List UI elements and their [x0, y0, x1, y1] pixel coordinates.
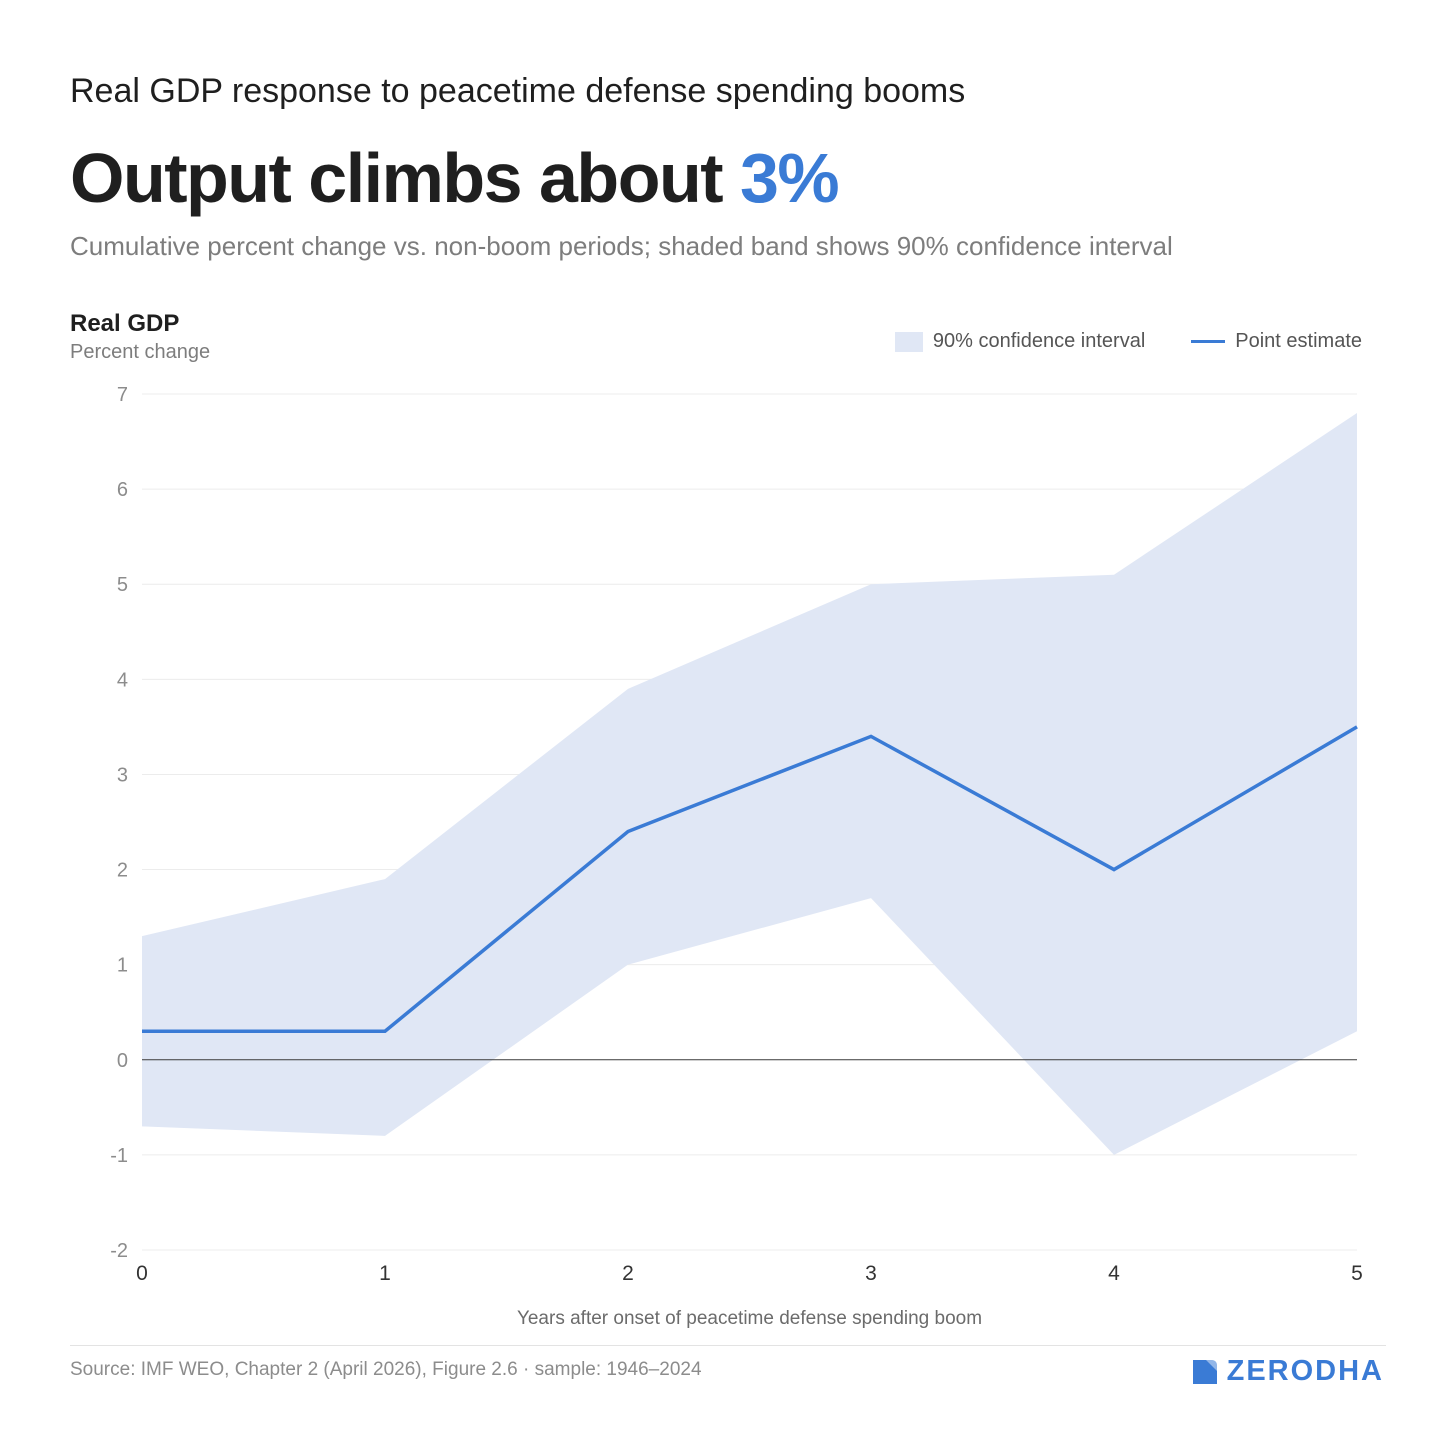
y-tick-label: 6: [117, 479, 128, 501]
y-axis-unit: Percent change: [70, 341, 211, 363]
y-tick-label: 1: [117, 955, 128, 977]
chart-kicker: Real GDP response to peacetime defense s…: [70, 72, 966, 110]
brand-logo: ZERODHA: [1192, 1355, 1384, 1388]
legend-band-label: 90% confidence interval: [932, 330, 1146, 352]
brand-name: ZERODHA: [1226, 1355, 1384, 1387]
zerodha-logo-icon: [1192, 1359, 1217, 1384]
line-chart: 7 6 5 4 3 2 1 0 -1 -2 0 1 2 3 4 5: [110, 384, 1363, 1285]
series-line-point-estimate: [142, 725, 1358, 1033]
y-tick-label: -2: [110, 1240, 128, 1262]
legend-band-swatch: [894, 331, 923, 352]
x-axis-label: Years after onset of peacetime defense s…: [516, 1308, 983, 1329]
y-tick-label: 3: [117, 764, 128, 786]
headline-accent: 3%: [739, 139, 840, 217]
chart-subtitle: Cumulative percent change vs. non-boom p…: [70, 231, 1173, 261]
legend-line-swatch: [1191, 340, 1226, 343]
chart-legend: 90% confidence interval Point estimate: [894, 330, 1362, 353]
y-tick-label: -1: [110, 1145, 128, 1167]
x-tick-label: 2: [622, 1262, 634, 1285]
x-tick-label: 3: [865, 1262, 877, 1285]
x-tick-label: 4: [1108, 1262, 1120, 1285]
x-tick-label: 1: [379, 1262, 391, 1285]
y-tick-label: 7: [117, 384, 128, 406]
y-tick-label: 2: [117, 860, 128, 882]
x-tick-label: 0: [136, 1262, 148, 1285]
headline-text: Output climbs about: [70, 139, 740, 217]
footer-divider: [70, 1345, 1386, 1346]
y-axis-title: Real GDP: [70, 310, 180, 337]
y-tick-label: 0: [117, 1050, 128, 1072]
source-note: Source: IMF WEO, Chapter 2 (April 2026),…: [70, 1359, 702, 1380]
y-tick-label: 5: [117, 574, 128, 596]
x-tick-label: 5: [1351, 1262, 1363, 1285]
legend-line-label: Point estimate: [1235, 330, 1362, 352]
chart-headline: Output climbs about 3%: [70, 138, 840, 218]
y-tick-label: 4: [117, 669, 128, 691]
